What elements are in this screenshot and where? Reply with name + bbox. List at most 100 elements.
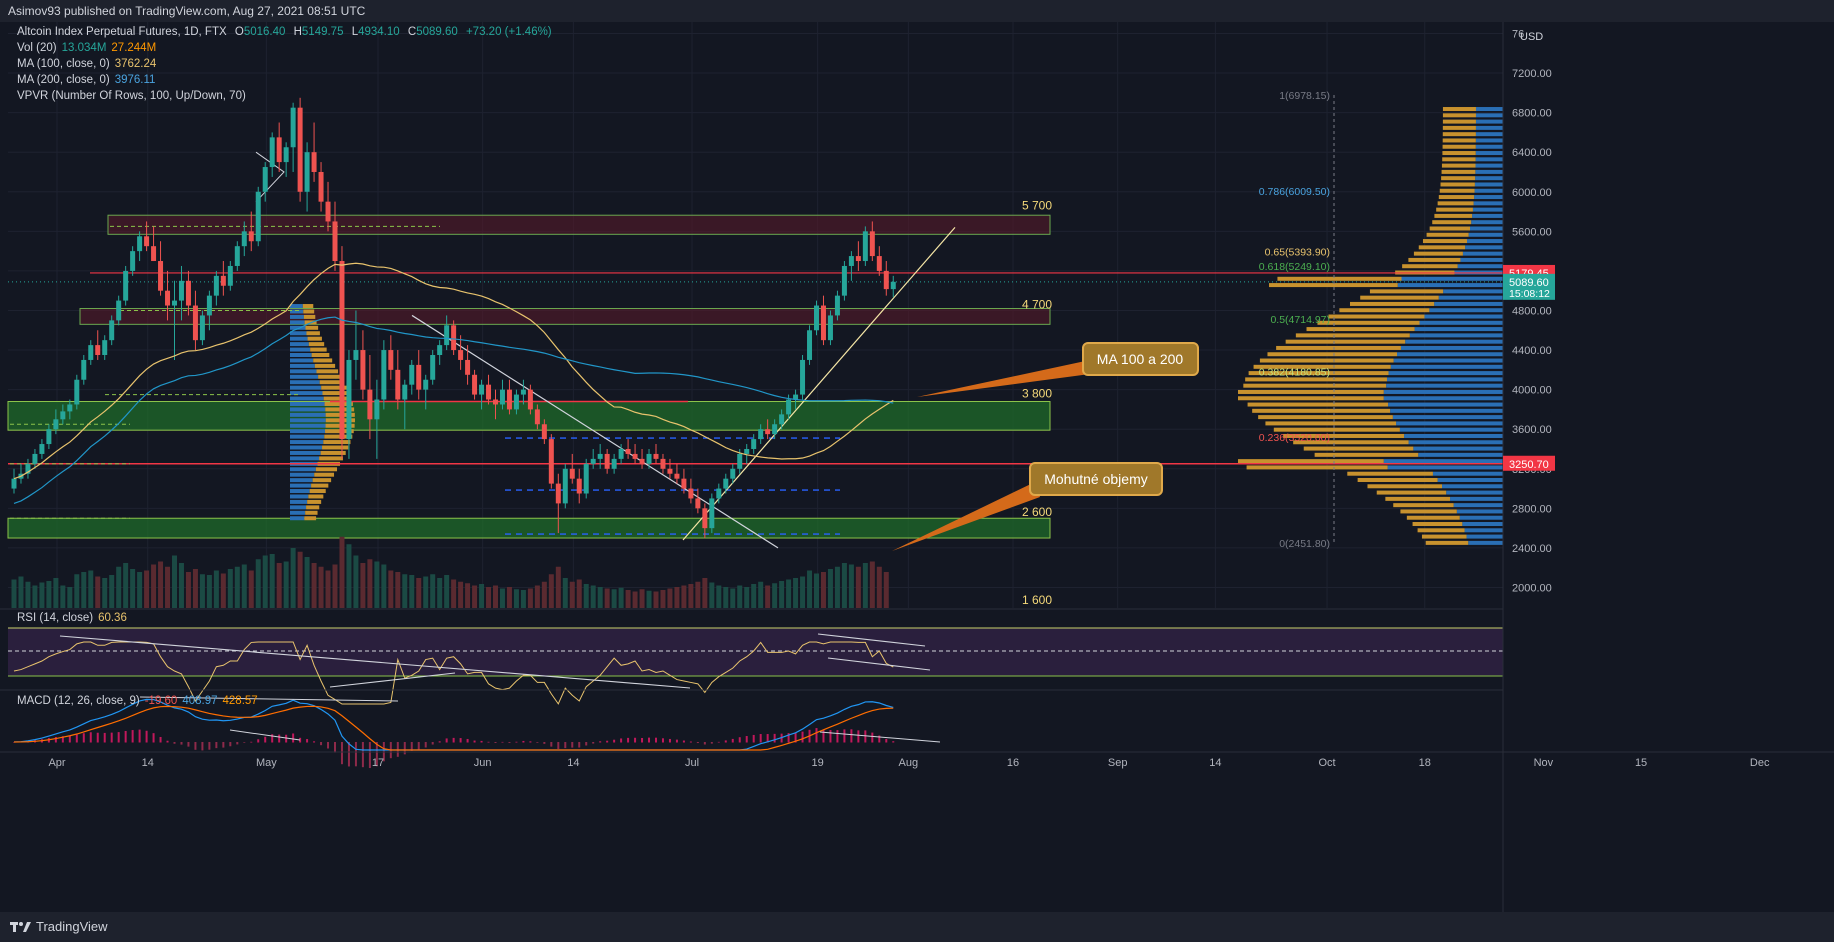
candle-body — [395, 369, 401, 400]
vpvr-bar-down — [303, 309, 315, 314]
macd-histogram-bar — [661, 738, 664, 743]
vpvr-bar-down — [1253, 364, 1391, 369]
volume-bar — [46, 581, 52, 608]
vpvr-bar-down — [314, 363, 336, 368]
price-tag — [1503, 273, 1555, 300]
volume-bar — [744, 587, 750, 608]
vpvr-bar-down — [1441, 176, 1476, 181]
volume-bar — [297, 551, 303, 608]
candle-body — [388, 350, 394, 370]
support-zone — [7, 517, 1051, 539]
candle-body — [158, 261, 164, 291]
macd-histogram-bar — [445, 738, 448, 743]
macd-trendline — [229, 729, 301, 741]
volume-bar — [325, 570, 331, 608]
macd-histogram-bar — [696, 742, 699, 744]
candle-body — [353, 350, 359, 360]
candle-body — [451, 325, 457, 351]
vpvr-bar-down — [1440, 182, 1475, 187]
trend-lines — [8, 95, 1503, 549]
vpvr-bar-up — [290, 494, 309, 499]
volume-bar — [220, 573, 226, 608]
vpvr-bar-up — [1475, 113, 1503, 118]
candle-body — [346, 359, 352, 440]
volume-bar — [172, 555, 177, 608]
volume-bar — [11, 579, 17, 608]
vpvr-bar-down — [1421, 534, 1467, 539]
vpvr-bar-down — [302, 304, 314, 309]
vpvr-bar-up — [290, 456, 320, 461]
candle-body — [674, 473, 680, 479]
candle-body — [723, 478, 729, 489]
vpvr-bar-up — [290, 396, 324, 401]
volume-bar — [151, 564, 157, 608]
volume-bar — [814, 573, 819, 608]
vpvr-bar-down — [311, 483, 329, 488]
volume-bar — [213, 570, 219, 608]
vpvr-bar-up — [1472, 213, 1503, 218]
macd-histogram-bar — [299, 737, 302, 743]
macd-histogram-bar — [892, 741, 895, 743]
macd-histogram-bar — [801, 731, 804, 743]
vpvr-bar-up — [1474, 182, 1503, 187]
macd-histogram-bar — [773, 733, 776, 743]
macd-histogram-bar — [159, 736, 162, 743]
vpvr-bar-down — [1317, 320, 1420, 325]
candle-body — [709, 498, 715, 529]
vpvr-bar-up — [1446, 490, 1503, 495]
volume-bar — [541, 581, 547, 608]
macd-histogram-bar — [675, 739, 678, 743]
price-tick-label: 4800.00 — [1512, 305, 1552, 317]
vpvr-bar-up — [1418, 452, 1503, 457]
macd-histogram-bar — [375, 742, 378, 767]
macd-histogram-bar — [529, 741, 532, 743]
vpvr-bar-down — [1406, 515, 1460, 520]
volume-bar — [255, 559, 261, 608]
time-tick-label: Jun — [474, 757, 492, 769]
vpvr-bar-up — [1387, 465, 1503, 470]
vpvr-bar-up — [290, 385, 322, 390]
rsi-trendline — [817, 633, 926, 647]
vpvr-bar-down — [1437, 201, 1474, 206]
volume-bar — [730, 588, 736, 608]
vpvr-bar-up — [290, 314, 304, 319]
volume-bar — [639, 589, 645, 608]
macd-histogram-bar — [843, 729, 846, 743]
volume-bar — [765, 585, 771, 608]
macd-histogram-bar — [501, 741, 504, 743]
volume-bar — [192, 569, 198, 608]
volume-note-box — [1029, 462, 1163, 496]
time-tick-label: 17 — [372, 757, 384, 769]
candle-body — [178, 280, 184, 301]
volume-bar — [241, 564, 247, 608]
macd-histogram-bar — [592, 742, 595, 744]
candle-body — [185, 280, 191, 306]
vpvr-bar-down — [1442, 157, 1476, 162]
macd-histogram-bar — [110, 732, 113, 743]
vpvr-bar-up — [290, 516, 305, 521]
vpvr-bar-down — [1385, 496, 1451, 501]
candle-body — [513, 394, 519, 410]
candle-body — [765, 429, 771, 435]
macd-histogram-bar — [871, 732, 874, 743]
fib-label: 0.382(4180.85) — [1259, 367, 1330, 379]
vpvr-bar-down — [315, 467, 338, 472]
macd-histogram-bar — [103, 732, 106, 743]
ma200-line — [13, 316, 894, 504]
volume-bar — [869, 561, 875, 608]
macd-histogram-bar — [459, 738, 462, 743]
vpvr-bar-up — [1466, 534, 1503, 539]
vpvr-bar-up — [290, 467, 316, 472]
candle-body — [862, 231, 868, 262]
time-tick-label: May — [256, 757, 277, 769]
volume-bar — [346, 544, 352, 608]
vpvr-bar-up — [1388, 371, 1503, 376]
macd-histogram-bar — [54, 737, 57, 743]
volume-bar — [716, 585, 722, 608]
candle-body — [527, 389, 533, 410]
macd-histogram-bar — [473, 740, 476, 743]
vpvr-bar-down — [1252, 408, 1391, 413]
macd-histogram-bar — [627, 737, 630, 743]
candle-body — [555, 483, 561, 504]
